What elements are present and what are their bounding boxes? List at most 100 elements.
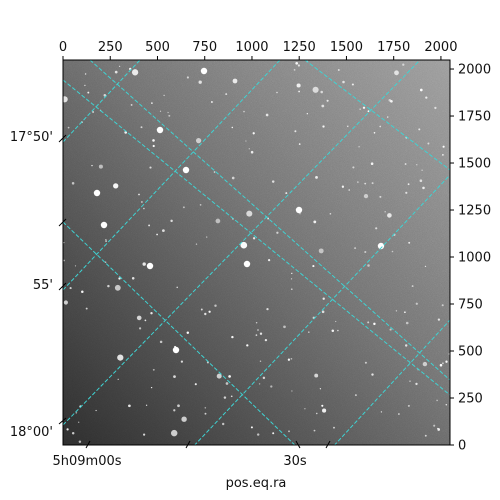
star (152, 144, 155, 148)
star (288, 430, 290, 433)
star (267, 258, 271, 262)
star (424, 434, 427, 437)
left-axis: 17°50' 55' 18°00' (10, 130, 67, 440)
star (93, 189, 101, 197)
star (411, 285, 414, 288)
star (152, 368, 155, 371)
star (333, 426, 335, 429)
star (173, 409, 176, 412)
star (264, 338, 268, 342)
star (389, 328, 392, 331)
star (198, 80, 202, 84)
star (265, 113, 269, 117)
star (266, 307, 269, 311)
star (299, 213, 301, 215)
star (354, 394, 357, 397)
star (331, 329, 335, 333)
star (243, 110, 245, 113)
star (87, 91, 90, 94)
star (352, 166, 355, 169)
star (63, 300, 68, 305)
star (114, 284, 121, 291)
right-tick-label: 2000 (458, 63, 491, 78)
top-tick-label: 0 (59, 40, 67, 55)
star (287, 358, 291, 361)
star (321, 104, 325, 108)
star (351, 83, 354, 86)
star (167, 111, 169, 114)
grid-line (63, 221, 296, 445)
star (405, 321, 409, 325)
star (407, 183, 410, 186)
star (231, 335, 234, 339)
star (136, 315, 142, 321)
grid-line (304, 60, 450, 171)
star (98, 164, 103, 169)
star (348, 189, 350, 191)
star (313, 429, 316, 432)
star (118, 277, 121, 280)
star (71, 432, 75, 435)
star (107, 284, 110, 288)
star (143, 207, 145, 210)
star (296, 83, 301, 88)
star (252, 237, 256, 240)
star (206, 236, 208, 238)
star (204, 412, 207, 415)
star (271, 180, 275, 183)
right-tick-label: 1000 (458, 251, 491, 266)
star (421, 169, 423, 171)
star (172, 346, 180, 354)
star (419, 179, 423, 183)
star (371, 373, 374, 376)
star (415, 302, 418, 305)
star (375, 227, 378, 230)
star (159, 110, 162, 112)
star (214, 304, 217, 307)
star (159, 340, 163, 344)
right-tick-label: 1750 (458, 110, 491, 125)
star (257, 433, 260, 436)
star (250, 426, 253, 429)
star (92, 111, 94, 113)
right-tick-label: 500 (458, 345, 483, 360)
star (246, 344, 249, 347)
star (304, 408, 306, 410)
star (295, 61, 299, 65)
star (405, 191, 408, 194)
star (290, 288, 293, 291)
star (142, 262, 146, 266)
bottom-tick-label: 5h09m00s (52, 454, 121, 469)
star (270, 385, 273, 388)
star (200, 308, 203, 311)
star (367, 321, 370, 324)
star (306, 113, 308, 115)
star (231, 176, 235, 180)
star (143, 433, 146, 436)
star (180, 360, 183, 363)
star (422, 361, 428, 367)
star (337, 329, 339, 332)
star (255, 322, 258, 324)
star (404, 344, 408, 347)
star (195, 243, 198, 245)
star (105, 239, 107, 241)
star (144, 319, 147, 322)
star (163, 94, 165, 97)
star (371, 182, 374, 185)
star (117, 378, 119, 380)
star (69, 287, 72, 290)
star (243, 260, 251, 268)
star (326, 99, 329, 102)
star (215, 218, 221, 224)
star (259, 360, 262, 362)
star (434, 106, 437, 110)
star (182, 206, 185, 209)
star (404, 311, 406, 314)
star (357, 181, 359, 183)
star (359, 108, 361, 110)
star (291, 272, 293, 275)
star (373, 132, 376, 134)
star (445, 360, 448, 363)
star (150, 312, 153, 315)
